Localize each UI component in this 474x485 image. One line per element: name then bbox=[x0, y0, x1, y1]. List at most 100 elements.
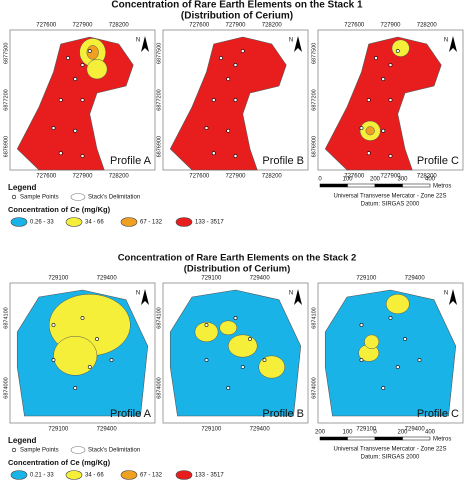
north-arrow bbox=[294, 36, 302, 52]
datum: Datum: SIRGAS 2000 bbox=[361, 202, 420, 208]
sample-point bbox=[73, 128, 78, 133]
north-arrow bbox=[449, 289, 457, 305]
sample-point bbox=[359, 126, 364, 130]
sample-point bbox=[51, 126, 56, 130]
x-coordinate-label: 729400 bbox=[405, 427, 426, 433]
scale-tick: 400 bbox=[425, 177, 436, 183]
x-coordinate-label: 727600 bbox=[36, 23, 57, 29]
y-coordinate-label: 6874000 bbox=[156, 377, 162, 398]
sample-point bbox=[58, 151, 63, 156]
scale-tick: 100 bbox=[342, 177, 353, 183]
legend-label: Sample Points bbox=[20, 448, 59, 454]
profile-label: Profile B bbox=[262, 155, 304, 167]
sample-point bbox=[381, 77, 386, 81]
y-coordinate-label: 6876900 bbox=[156, 136, 162, 157]
stack-area bbox=[169, 36, 287, 171]
scale-tick: 200 bbox=[397, 430, 408, 436]
y-coordinate-label: 6876900 bbox=[3, 136, 9, 157]
x-coordinate-label: 729400 bbox=[250, 276, 271, 282]
sample-point bbox=[204, 358, 209, 362]
legend-class-label: 0.21 - 33 bbox=[30, 473, 54, 479]
x-coordinate-label: 728200 bbox=[109, 174, 130, 180]
stack-area bbox=[324, 289, 457, 417]
legend-scale-title: Concentration of Ce (mg/Kg) bbox=[8, 205, 111, 214]
scale-tick: 200 bbox=[315, 430, 326, 436]
legend-swatch bbox=[10, 217, 28, 227]
sample-point bbox=[204, 126, 209, 130]
legend-swatch bbox=[120, 217, 138, 227]
sample-point bbox=[388, 154, 393, 158]
north-label: N bbox=[444, 38, 448, 44]
y-coordinate-label: 6877500 bbox=[3, 43, 9, 64]
x-coordinate-label: 727600 bbox=[344, 23, 365, 29]
x-coordinate-label: 729100 bbox=[201, 427, 222, 433]
legend-class-label: 34 - 66 bbox=[85, 220, 104, 226]
scale-tick: 100 bbox=[342, 430, 353, 436]
x-coordinate-label: 729400 bbox=[97, 276, 118, 282]
sample-point bbox=[248, 337, 252, 341]
legend-label: Stack's Delimitation bbox=[88, 448, 140, 454]
north-label: N bbox=[136, 38, 140, 44]
concentration-zone bbox=[258, 355, 286, 379]
x-coordinate-label: 728200 bbox=[262, 174, 283, 180]
sample-point bbox=[80, 63, 85, 67]
x-coordinate-label: 729100 bbox=[356, 427, 377, 433]
sample-point bbox=[366, 98, 371, 102]
sample-point bbox=[381, 386, 386, 390]
datum: Datum: SIRGAS 2000 bbox=[361, 455, 420, 461]
sample-point bbox=[73, 386, 78, 390]
sample-point bbox=[87, 49, 92, 53]
x-coordinate-label: 729100 bbox=[356, 276, 377, 282]
north-arrow bbox=[141, 36, 149, 52]
scale-unit: Metros bbox=[433, 437, 451, 443]
scale-unit: Metros bbox=[433, 184, 451, 190]
concentration-zone bbox=[219, 320, 238, 336]
legend-swatch bbox=[175, 217, 193, 227]
legend-swatch bbox=[65, 470, 83, 480]
sample-point bbox=[417, 358, 422, 362]
map-subtitle: (Distribution of Cerium) bbox=[181, 11, 293, 22]
sample-point bbox=[226, 386, 231, 390]
sample-point bbox=[95, 337, 99, 341]
profile-label: Profile A bbox=[110, 408, 152, 420]
y-coordinate-label: 6877500 bbox=[311, 43, 317, 64]
x-coordinate-label: 727900 bbox=[72, 174, 93, 180]
y-coordinate-label: 6877500 bbox=[156, 43, 162, 64]
sample-point bbox=[403, 337, 407, 341]
sample-point bbox=[219, 56, 223, 60]
x-coordinate-label: 727900 bbox=[380, 174, 401, 180]
x-coordinate-label: 727600 bbox=[189, 23, 210, 29]
sample-point bbox=[204, 323, 209, 327]
legend-label: Stack's Delimitation bbox=[88, 195, 140, 201]
sample-point bbox=[80, 98, 85, 102]
x-coordinate-label: 727900 bbox=[380, 23, 401, 29]
sample-point bbox=[211, 151, 216, 156]
concentration-zone bbox=[86, 45, 99, 60]
legend-swatch bbox=[65, 217, 83, 227]
profile-label: Profile C bbox=[417, 155, 459, 167]
north-label: N bbox=[444, 291, 448, 297]
x-coordinate-label: 728200 bbox=[417, 23, 438, 29]
profile-label: Profile B bbox=[262, 408, 304, 420]
scale-bar bbox=[347, 183, 376, 188]
north-arrow bbox=[449, 36, 457, 52]
concentration-zone bbox=[391, 39, 410, 57]
north-label: N bbox=[136, 291, 140, 297]
y-coordinate-label: 6877200 bbox=[3, 89, 9, 110]
sample-point bbox=[233, 98, 238, 102]
x-coordinate-label: 727600 bbox=[344, 174, 365, 180]
x-coordinate-label: 727900 bbox=[225, 174, 246, 180]
sample-point bbox=[374, 56, 378, 60]
scale-tick: 0 bbox=[318, 177, 322, 183]
scale-bar bbox=[374, 436, 403, 441]
scale-bar bbox=[319, 183, 348, 188]
sample-point bbox=[233, 316, 238, 320]
legend-swatch bbox=[120, 470, 138, 480]
stack-area bbox=[324, 36, 442, 171]
sample-point bbox=[395, 49, 400, 53]
y-coordinate-label: 6877200 bbox=[156, 89, 162, 110]
map-title: Concentration of Rare Earth Elements on … bbox=[111, 0, 363, 11]
sample-point bbox=[233, 63, 238, 67]
y-coordinate-label: 6876900 bbox=[311, 136, 317, 157]
